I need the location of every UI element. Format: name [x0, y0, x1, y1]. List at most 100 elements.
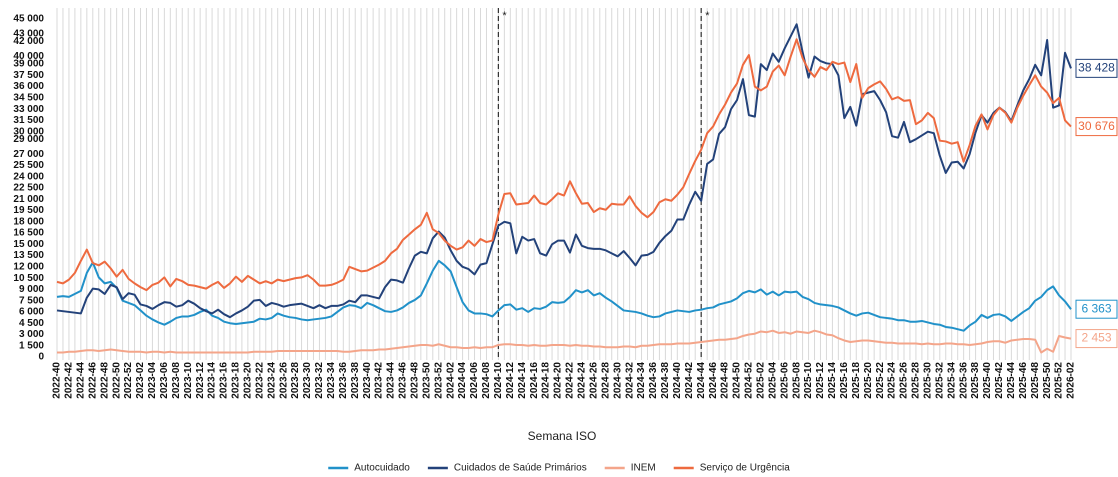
- x-tick-label: 2024-50: [732, 362, 743, 399]
- value-label-box: [1075, 58, 1118, 78]
- y-tick-label: 33 000: [13, 104, 44, 115]
- y-tick-label: 15 000: [13, 239, 44, 250]
- x-tick-label: 2025-34: [946, 362, 957, 399]
- y-tick-label: 12 000: [13, 262, 44, 273]
- x-tick-label: 2023-52: [433, 362, 444, 399]
- value-label-box: [1075, 329, 1118, 349]
- x-tick-label: 2025-12: [815, 362, 826, 399]
- x-tick-label: 2023-24: [266, 362, 277, 399]
- y-tick-label: 42 000: [13, 36, 44, 47]
- x-tick-label: 2025-38: [970, 362, 981, 399]
- y-tick-label: 27 000: [13, 149, 44, 160]
- x-tick-label: 2023-44: [386, 362, 397, 399]
- y-tick-label: 31 500: [13, 115, 44, 126]
- x-tick-label: 2023-38: [350, 362, 361, 399]
- x-tick-label: 2023-10: [183, 362, 194, 399]
- y-tick-label: 24 000: [13, 171, 44, 182]
- x-tick-label: 2024-38: [660, 362, 671, 399]
- legend-label: Autocuidado: [354, 463, 410, 474]
- x-tick-label: 2024-10: [493, 362, 504, 399]
- x-axis-title: Semana ISO: [528, 429, 597, 443]
- x-tick-label: 2025-48: [1030, 362, 1041, 399]
- x-tick-label: 2023-16: [219, 362, 230, 399]
- value-label: 2 453: [1081, 331, 1111, 345]
- x-tick-label: 2025-16: [839, 362, 850, 399]
- x-tick-label: 2024-32: [624, 362, 635, 399]
- x-tick-label: 2025-40: [982, 362, 993, 399]
- y-tick-label: 22 500: [13, 183, 44, 194]
- x-tick-label: 2023-06: [159, 362, 170, 399]
- x-tick-label: 2025-30: [922, 362, 933, 399]
- x-tick-label: 2024-40: [672, 362, 683, 399]
- x-tick-label: 2025-24: [887, 362, 898, 399]
- x-tick-label: 2025-32: [934, 362, 945, 399]
- x-tick-label: 2022-46: [87, 362, 98, 399]
- x-tick-label: 2023-18: [231, 362, 242, 399]
- x-tick-label: 2025-04: [767, 362, 778, 399]
- x-tick-label: 2025-28: [911, 362, 922, 399]
- x-tick-label: 2022-42: [64, 362, 75, 399]
- x-tick-label: 2025-50: [1042, 362, 1053, 399]
- value-label-box: [1075, 299, 1118, 319]
- x-tick-label: 2023-48: [410, 362, 421, 399]
- x-tick-label: 2025-06: [779, 362, 790, 399]
- y-tick-label: 43 000: [13, 29, 44, 40]
- x-tick-label: 2023-14: [207, 362, 218, 399]
- x-tick-label: 2023-28: [290, 362, 301, 399]
- x-tick-label: 2024-52: [744, 362, 755, 399]
- y-tick-label: 25 500: [13, 160, 44, 171]
- y-tick-label: 45 000: [13, 14, 44, 25]
- x-tick-label: 2024-46: [708, 362, 719, 399]
- x-tick-label: 2023-30: [302, 362, 313, 399]
- y-tick-label: 6 000: [19, 307, 44, 318]
- x-tick-label: 2024-16: [529, 362, 540, 399]
- x-tick-label: 2024-04: [457, 362, 468, 399]
- legend-label: Cuidados de Saúde Primários: [454, 463, 587, 474]
- y-tick-label: 9 000: [19, 284, 44, 295]
- x-tick-label: 2024-36: [648, 362, 659, 399]
- x-tick-label: 2025-22: [875, 362, 886, 399]
- series-line: [57, 329, 1072, 354]
- y-tick-label: 29 000: [13, 134, 44, 145]
- y-tick-label: 4 500: [19, 318, 44, 329]
- x-tick-label: 2025-52: [1054, 362, 1065, 399]
- x-tick-label: 2025-10: [803, 362, 814, 399]
- x-tick-label: 2023-42: [374, 362, 385, 399]
- x-tick-label: 2023-04: [147, 362, 158, 399]
- x-tick-label: 2024-34: [636, 362, 647, 399]
- value-label: 38 428: [1078, 61, 1115, 75]
- y-tick-label: 16 500: [13, 228, 44, 239]
- value-label: 30 676: [1078, 119, 1115, 133]
- legend-label: Serviço de Urgência: [700, 463, 790, 474]
- x-tick-label: 2024-14: [517, 362, 528, 399]
- x-tick-label: 2024-42: [684, 362, 695, 399]
- x-tick-label: 2023-22: [254, 362, 265, 399]
- x-tick-label: 2024-06: [469, 362, 480, 399]
- y-tick-label: 39 000: [13, 59, 44, 70]
- legend-label: INEM: [631, 463, 656, 474]
- x-tick-label: 2024-28: [600, 362, 611, 399]
- x-tick-label: 2024-44: [696, 362, 707, 399]
- y-tick-label: 19 500: [13, 205, 44, 216]
- x-tick-label: 2024-20: [553, 362, 564, 399]
- y-tick-label: 3 000: [19, 329, 44, 340]
- series-line: [56, 38, 1072, 292]
- x-tick-label: 2024-48: [720, 362, 731, 399]
- x-tick-label: 2022-50: [111, 362, 122, 399]
- x-tick-label: 2022-52: [123, 362, 134, 399]
- x-tick-label: 2023-02: [135, 362, 146, 399]
- x-tick-label: 2022-48: [99, 362, 110, 399]
- legend: Autocuidado Cuidados de Saúde Primários IN…: [328, 463, 790, 474]
- x-tick-label: 2025-14: [827, 362, 838, 399]
- series-line: [56, 259, 1072, 332]
- y-tick-label: 7 500: [19, 295, 44, 306]
- x-tick-label: 2025-20: [863, 362, 874, 399]
- x-tick-label: 2023-46: [398, 362, 409, 399]
- y-tick-label: 37 500: [13, 70, 44, 81]
- x-tick-label: 2022-40: [52, 362, 63, 399]
- x-tick-label: 2024-26: [588, 362, 599, 399]
- x-tick-label: 2024-30: [612, 362, 623, 399]
- x-tick-label: 2025-18: [851, 362, 862, 399]
- x-tick-label: 2023-40: [362, 362, 373, 399]
- y-tick-label: 40 000: [13, 51, 44, 62]
